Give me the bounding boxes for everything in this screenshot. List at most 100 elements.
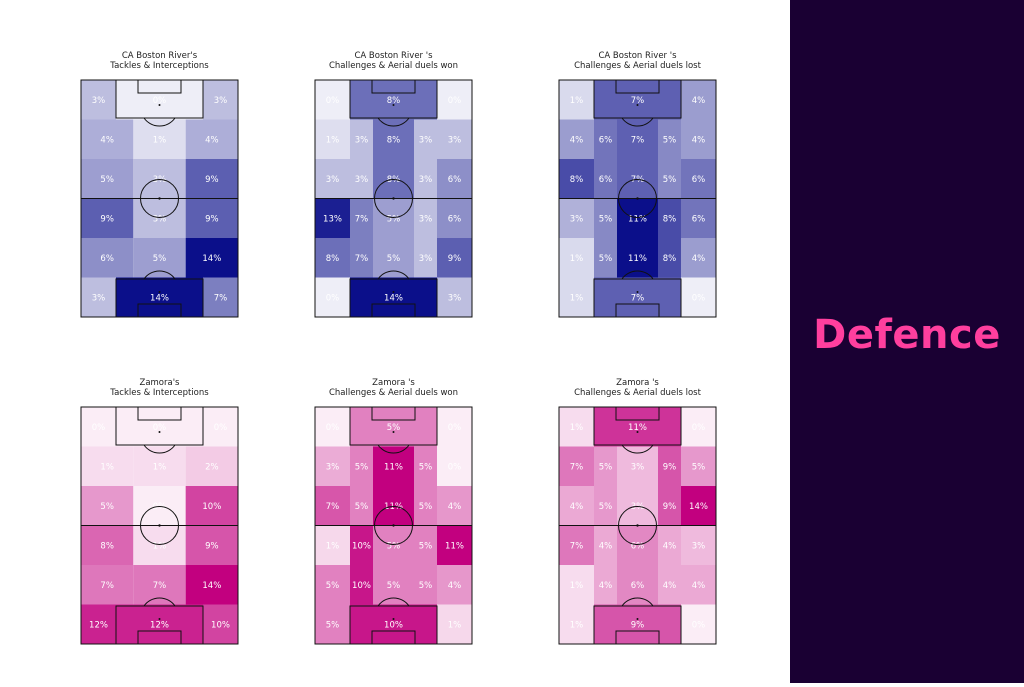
goal-area-bottom (371, 303, 416, 318)
heatmap-cell (315, 80, 350, 120)
cell-value-label: 1% (100, 462, 114, 472)
cell-value-label: 6% (692, 175, 706, 185)
cell-value-label: 3% (326, 175, 340, 185)
cell-value-label: 1% (326, 135, 340, 145)
penalty-arc-bottom (377, 597, 410, 607)
cell-value-label: 5% (599, 214, 613, 224)
cell-value-label: 8% (663, 214, 677, 224)
heatmap-cell (185, 486, 238, 526)
heatmap-cell (315, 119, 350, 159)
heatmap-cell (414, 486, 437, 526)
heatmap-cell (185, 198, 238, 238)
cell-value-label: 5% (100, 502, 114, 512)
goal-area-bottom (615, 630, 660, 645)
heatmap-cell (559, 604, 594, 644)
cell-value-label: 7% (153, 581, 167, 591)
heatmap-cell (437, 486, 472, 526)
heatmap-cell (437, 604, 472, 644)
heatmap-cell (658, 159, 681, 199)
cell-value-label: 4% (570, 135, 584, 145)
center-spot (392, 524, 395, 527)
cell-value-label: 9% (663, 462, 677, 472)
cell-value-label: 0% (448, 462, 462, 472)
heatmap-cell (315, 446, 350, 486)
penalty-spot-top (392, 431, 395, 433)
cell-value-label: 4% (448, 581, 462, 591)
cell-value-label: 1% (448, 620, 462, 630)
heatmap-cell (185, 159, 238, 199)
heatmap-cell (658, 119, 681, 159)
heatmap-cell (559, 238, 594, 278)
heatmap-cell (414, 159, 437, 199)
heatmap-cell (315, 525, 350, 565)
cell-value-label: 7% (631, 135, 645, 145)
cell-value-label: 8% (387, 96, 401, 106)
goal-area-bottom (615, 303, 660, 318)
cell-value-label: 6% (448, 214, 462, 224)
cell-value-label: 10% (211, 620, 230, 630)
cell-value-label: 0% (153, 423, 167, 433)
cell-value-label: 0% (326, 293, 340, 303)
cell-value-label: 4% (663, 581, 677, 591)
heatmap-cell (617, 525, 658, 565)
heatmap-cell (315, 198, 350, 238)
cell-value-label: 1% (570, 423, 584, 433)
cell-value-label: 0% (326, 423, 340, 433)
cell-value-label: 5% (692, 462, 706, 472)
heatmap-cell (350, 446, 373, 486)
heatmap-cell (559, 446, 594, 486)
penalty-arc-top (143, 117, 176, 127)
chart-title: Tackles & Interceptions (109, 61, 209, 71)
heatmap-cell (414, 119, 437, 159)
center-circle (374, 179, 413, 218)
chart-title: CA Boston River 's (354, 51, 433, 61)
heatmap-cell (203, 604, 238, 644)
heatmap-cell (658, 446, 681, 486)
cell-value-label: 3% (448, 293, 462, 303)
cell-value-label: 1% (153, 541, 167, 551)
heatmap-cell (315, 407, 350, 447)
cell-value-label: 1% (570, 254, 584, 264)
cell-value-label: 0% (214, 423, 228, 433)
cell-value-label: 11% (628, 254, 647, 264)
cell-value-label: 1% (153, 135, 167, 145)
center-circle (140, 179, 179, 218)
heatmap-cell (373, 198, 414, 238)
heatmap-cell (594, 446, 617, 486)
heatmap-cell (437, 446, 472, 486)
heatmap-cell (81, 407, 116, 447)
cell-value-label: 7% (355, 214, 369, 224)
cell-value-label: 8% (663, 254, 677, 264)
cell-value-label: 13% (323, 214, 342, 224)
penalty-arc-bottom (621, 270, 654, 280)
cell-value-label: 2% (205, 462, 219, 472)
cell-value-label: 6% (631, 541, 645, 551)
cell-value-label: 5% (599, 462, 613, 472)
center-spot (158, 197, 161, 200)
cell-value-label: 5% (326, 581, 340, 591)
heatmap-cell (681, 159, 716, 199)
cell-value-label: 14% (202, 254, 221, 264)
heatmap-cell (437, 525, 472, 565)
cell-value-label: 3% (355, 175, 369, 185)
cell-value-label: 14% (150, 293, 169, 303)
cell-value-label: 8% (570, 175, 584, 185)
heatmap-cell (658, 565, 681, 605)
cell-value-label: 9% (663, 502, 677, 512)
heatmap-cell (594, 159, 617, 199)
heatmap-cell (437, 407, 472, 447)
cell-value-label: 6% (599, 135, 613, 145)
penalty-arc-top (377, 444, 410, 454)
heatmap-cell (350, 80, 437, 120)
cell-value-label: 1% (570, 581, 584, 591)
chart-title: CA Boston River's (122, 51, 198, 61)
cell-value-label: 10% (202, 502, 221, 512)
cell-value-label: 1% (570, 620, 584, 630)
chart-title: Challenges & Aerial duels won (329, 61, 458, 71)
cell-value-label: 0% (692, 293, 706, 303)
heatmap-cell (414, 525, 437, 565)
heatmap-cell (315, 604, 350, 644)
penalty-spot-top (158, 431, 161, 433)
cell-value-label: 3% (153, 214, 167, 224)
cell-value-label: 4% (570, 502, 584, 512)
